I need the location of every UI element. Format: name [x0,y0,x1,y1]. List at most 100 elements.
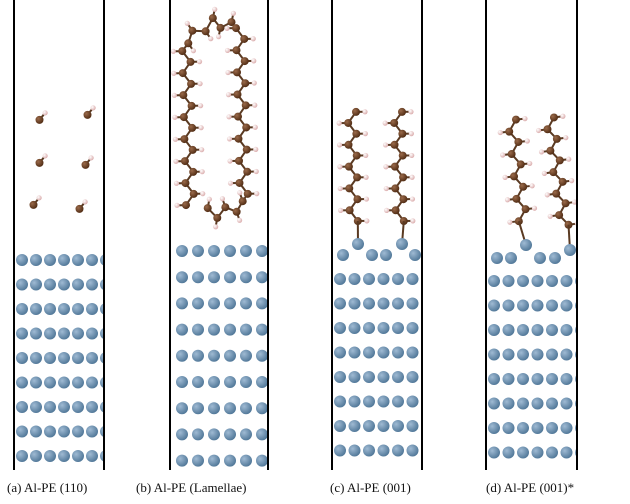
atom [241,79,249,87]
atom [548,214,553,219]
atom [37,195,42,200]
panel [171,7,268,467]
atom [240,428,252,440]
atom [410,196,415,201]
atom [44,450,56,462]
atom [16,328,28,340]
atom [392,322,404,334]
atom [546,275,558,287]
atom [345,163,353,171]
atom [345,184,353,192]
atom [208,428,220,440]
atom [392,396,404,408]
atom [179,69,187,77]
atom [363,298,375,310]
atom [226,92,231,97]
atom [556,156,564,164]
atom [520,239,532,251]
atom [363,175,368,180]
atom [58,279,70,291]
atom [349,420,361,432]
atom [488,447,500,459]
atom [352,130,360,138]
atom [176,271,188,283]
atom [75,205,83,213]
atom [488,300,500,312]
atom [220,196,225,201]
atom [44,254,56,266]
atom [240,455,252,467]
atom [192,428,204,440]
atom [508,150,516,158]
atom [539,149,544,154]
atom [100,303,112,315]
atom [527,161,532,166]
atom [81,161,89,169]
atom [235,157,243,165]
atom [204,204,212,212]
atom [30,426,42,438]
atom [378,273,390,285]
atom [338,208,343,213]
atom [519,183,527,191]
atom [176,455,188,467]
atom [383,164,388,169]
atom [83,199,88,204]
atom [178,47,186,55]
atom [488,373,500,385]
atom [100,279,112,291]
atom [408,109,413,114]
atom [233,68,241,76]
atom [192,245,204,257]
atom [221,203,229,211]
atom [491,252,503,264]
atom [363,153,368,158]
atom [208,402,220,414]
atom [184,39,192,47]
atom [208,324,220,336]
atom [503,300,515,312]
atom [35,116,43,124]
atom [202,27,210,35]
atom [564,244,576,256]
atom [560,114,565,119]
atom [227,136,232,141]
atom [546,349,558,361]
atom [364,218,369,223]
atom [407,371,419,383]
atom [353,195,361,203]
atom [72,377,84,389]
atom [187,58,195,66]
atom [224,271,236,283]
atom [252,80,257,85]
atom [378,298,390,310]
atom [349,298,361,310]
atom [561,300,573,312]
atom [172,93,177,98]
atom [173,159,178,164]
atom [191,48,196,53]
panel [334,108,433,457]
atom [545,192,550,197]
atom [517,349,529,361]
atom [208,36,213,41]
atom [345,141,353,149]
atom [392,445,404,457]
atom [224,26,229,31]
atom [399,173,407,181]
atom [409,131,414,136]
atom [192,376,204,388]
atom [337,142,342,147]
atom [563,135,568,140]
atom [396,238,408,250]
atom [503,398,515,410]
atom [224,324,236,336]
atom [334,420,346,432]
atom [240,324,252,336]
atom [176,324,188,336]
atom [407,445,419,457]
atom [555,211,563,219]
atom [334,273,346,285]
atom [100,328,112,340]
atom [242,123,250,131]
